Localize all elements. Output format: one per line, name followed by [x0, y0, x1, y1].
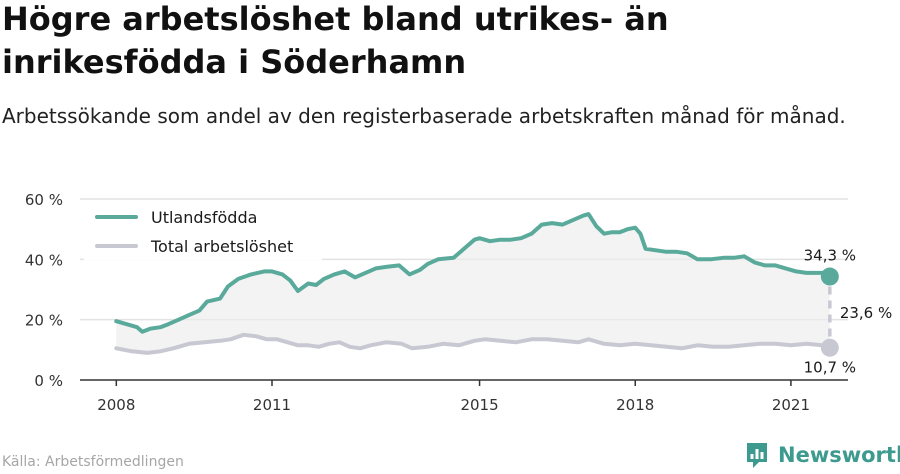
y-tick-label: 60 % — [25, 191, 63, 209]
series-line-utlandsfodda — [114, 212, 832, 334]
legend-label-total: Total arbetslöshet — [150, 237, 293, 256]
legend: Utlandsfödda Total arbetslöshet — [84, 203, 322, 260]
chart-subtitle: Arbetssökande som andel av den registerb… — [2, 104, 846, 128]
x-axis: 2008 2011 2015 2018 2021 — [80, 379, 848, 414]
legend-background — [84, 203, 322, 260]
brand-name: Newsworthy — [778, 443, 900, 467]
y-tick-label: 20 % — [25, 312, 63, 330]
newsworthy-brand[interactable]: Newsworthy — [745, 440, 900, 470]
gap-label: 23,6 % — [840, 304, 892, 322]
end-point-total — [820, 338, 839, 357]
end-label-total: 10,7 % — [804, 359, 856, 377]
y-tick-label: 0 % — [34, 372, 63, 390]
gap-area — [116, 214, 830, 353]
end-label-utlandsfodda: 34,3 % — [804, 247, 856, 265]
end-point-utlandsfodda — [820, 267, 839, 286]
legend-label-utlandsfodda: Utlandsfödda — [151, 208, 257, 227]
series-line-total — [114, 332, 832, 355]
source-note: Källa: Arbetsförmedlingen — [2, 454, 184, 470]
x-tick-label: 2011 — [253, 396, 291, 414]
x-tick-label: 2021 — [772, 396, 810, 414]
y-axis: 0 % 20 % 40 % 60 % — [25, 191, 63, 390]
x-tick-label: 2018 — [616, 396, 654, 414]
newsworthy-logo-icon — [747, 443, 767, 468]
chart-title: Högre arbetslöshet bland utrikes- än inr… — [2, 0, 669, 81]
x-tick-label: 2015 — [460, 396, 498, 414]
y-tick-label: 40 % — [25, 251, 63, 269]
x-tick-label: 2008 — [97, 396, 135, 414]
